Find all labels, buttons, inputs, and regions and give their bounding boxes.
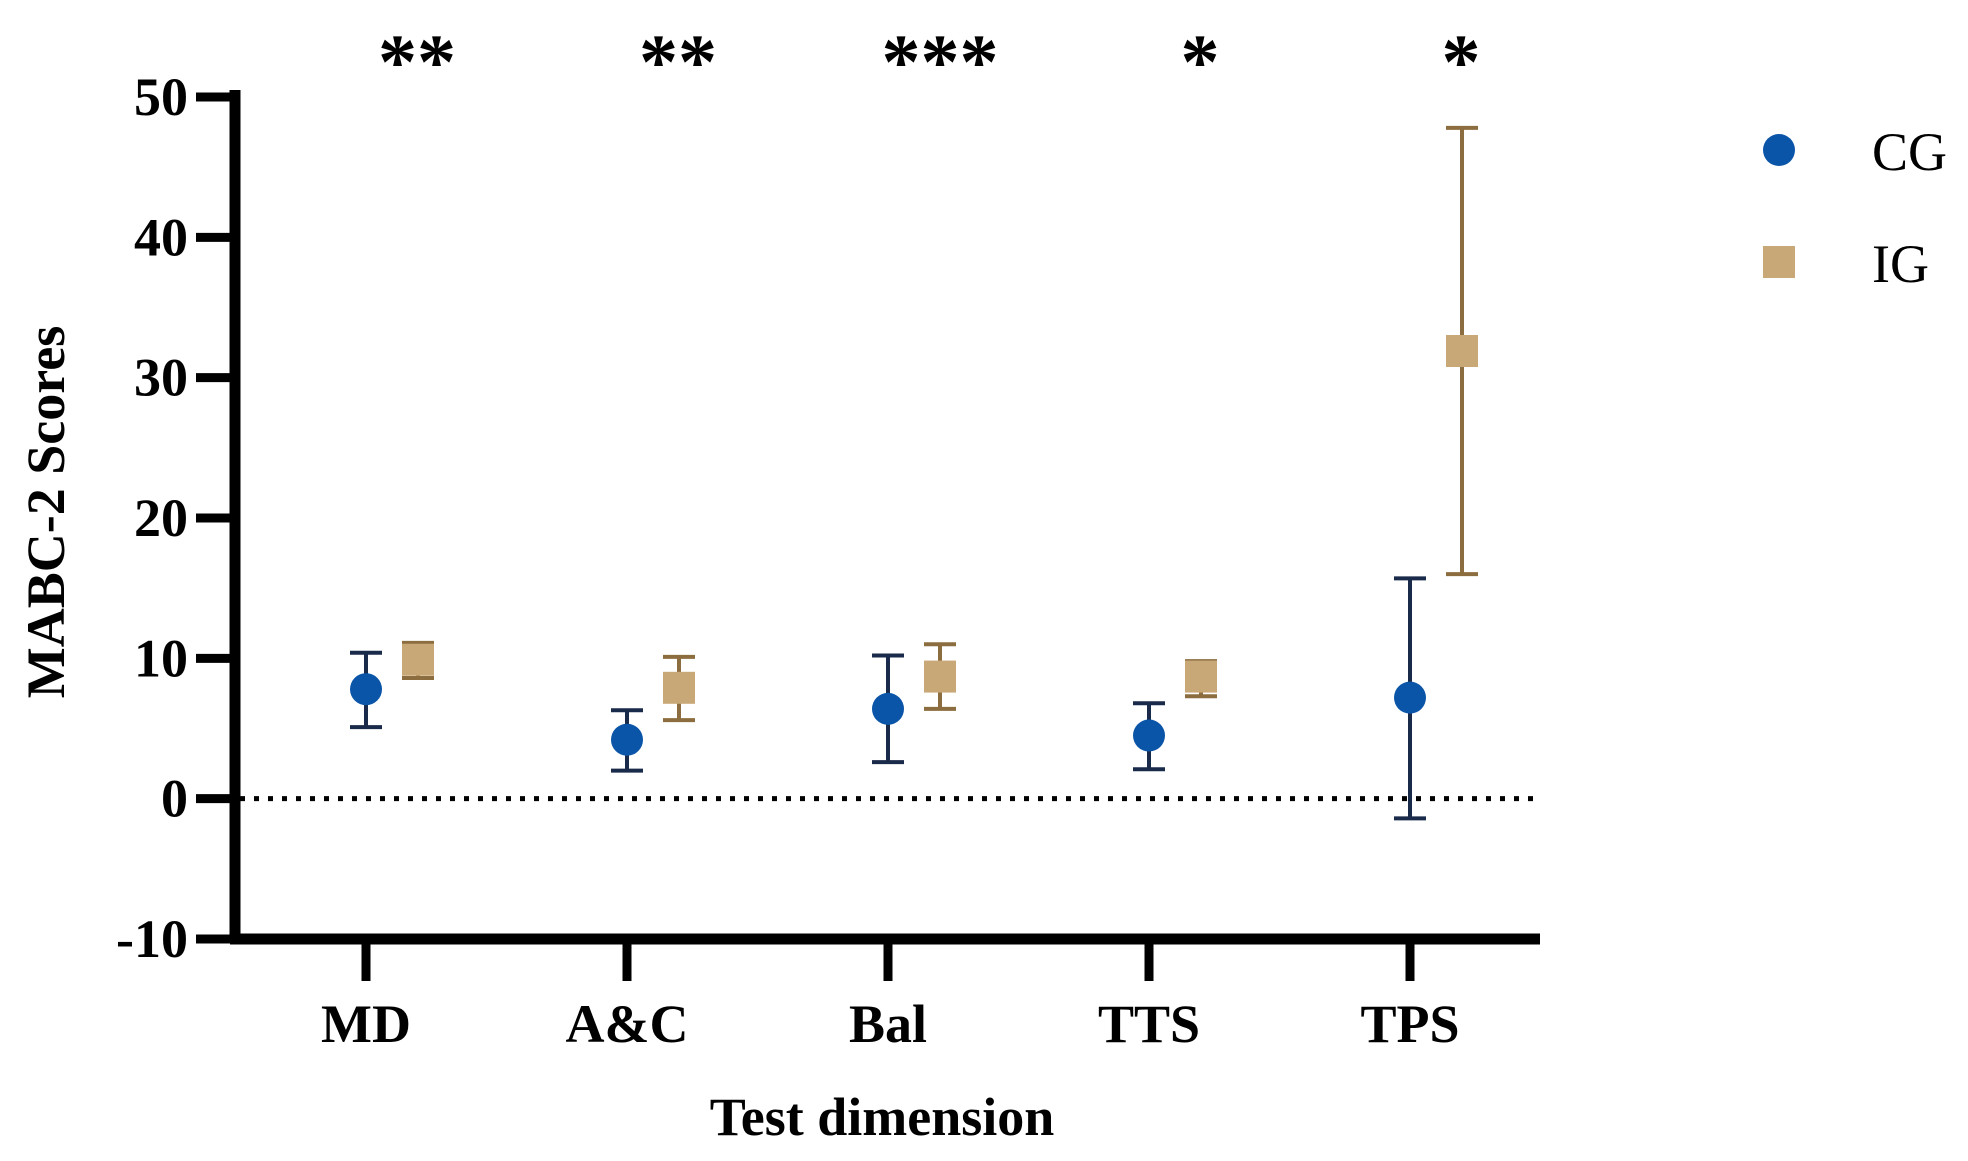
cg-point-group: [1394, 576, 1426, 821]
cg-point: [872, 692, 904, 725]
x-tick-label: Bal: [849, 994, 927, 1054]
y-tick-label: -10: [116, 909, 188, 969]
x-axis-title: Test dimension: [710, 1087, 1055, 1147]
y-tick-label: 50: [134, 67, 188, 127]
significance-marker: *: [1181, 18, 1220, 105]
cg-point-group: [611, 708, 643, 773]
legend-ig-marker: [1763, 246, 1795, 278]
y-tick-label: 40: [134, 207, 188, 267]
y-tick-label: 30: [134, 348, 188, 408]
ig-point: [663, 671, 695, 704]
y-axis-title: MABC-2 Scores: [16, 326, 76, 698]
x-ticks: MD A&C Bal TTS TPS: [321, 939, 1460, 1054]
ig-point-group: [402, 640, 434, 680]
ig-point-group: [924, 642, 956, 711]
ig-point-group: [1446, 125, 1478, 577]
legend-cg-label: CG: [1872, 122, 1947, 182]
legend-ig-label: IG: [1872, 234, 1929, 294]
x-tick-label: MD: [321, 994, 411, 1054]
legend-cg-marker: [1763, 134, 1795, 166]
significance-marker: ***: [882, 18, 999, 105]
cg-point-group: [1133, 701, 1165, 772]
significance-marker: *: [1442, 18, 1481, 105]
ig-point: [1185, 660, 1217, 693]
data-marks: [350, 125, 1478, 821]
x-tick-label: TTS: [1098, 994, 1200, 1054]
significance-markers: ** ** *** * *: [378, 18, 1481, 105]
ig-point: [1446, 335, 1478, 368]
y-ticks: -10 0 10 20 30 40 50: [116, 67, 236, 969]
cg-point: [1133, 719, 1165, 752]
cg-point-group: [872, 653, 904, 765]
cg-point-group: [350, 650, 382, 730]
y-tick-label: 0: [161, 769, 188, 829]
cg-point: [611, 723, 643, 756]
ig-point: [402, 643, 434, 676]
cg-point: [350, 673, 382, 706]
ig-point-group: [663, 654, 695, 723]
ig-point-group: [1185, 659, 1217, 699]
significance-marker: **: [639, 18, 717, 105]
legend: CG IG: [1763, 122, 1947, 294]
ig-point: [924, 660, 956, 693]
x-tick-label: A&C: [566, 994, 689, 1054]
cg-point: [1394, 681, 1426, 714]
axes: [229, 90, 1540, 945]
significance-marker: **: [378, 18, 456, 105]
x-tick-label: TPS: [1360, 994, 1459, 1054]
y-tick-label: 20: [134, 488, 188, 548]
y-tick-label: 10: [134, 628, 188, 688]
